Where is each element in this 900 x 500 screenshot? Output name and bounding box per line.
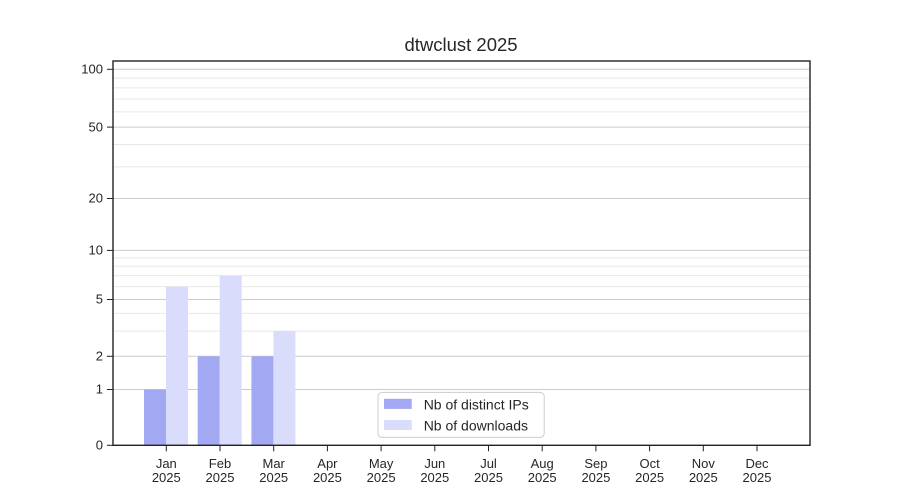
svg-text:Aug: Aug xyxy=(531,456,554,471)
svg-text:May: May xyxy=(369,456,394,471)
svg-text:2025: 2025 xyxy=(528,470,557,485)
svg-text:2025: 2025 xyxy=(743,470,772,485)
svg-text:2025: 2025 xyxy=(152,470,181,485)
svg-text:1: 1 xyxy=(96,382,103,397)
svg-text:Jan: Jan xyxy=(156,456,177,471)
svg-text:10: 10 xyxy=(89,243,103,258)
svg-text:2025: 2025 xyxy=(474,470,503,485)
svg-text:2025: 2025 xyxy=(313,470,342,485)
svg-text:2: 2 xyxy=(96,349,103,364)
svg-text:2025: 2025 xyxy=(635,470,664,485)
svg-text:50: 50 xyxy=(89,119,103,134)
svg-text:Mar: Mar xyxy=(263,456,286,471)
svg-text:20: 20 xyxy=(89,191,103,206)
svg-text:Sep: Sep xyxy=(584,456,607,471)
svg-text:Jun: Jun xyxy=(424,456,445,471)
svg-text:2025: 2025 xyxy=(259,470,288,485)
svg-text:2025: 2025 xyxy=(420,470,449,485)
svg-text:Nov: Nov xyxy=(692,456,716,471)
svg-text:2025: 2025 xyxy=(689,470,718,485)
svg-text:Nb of distinct IPs: Nb of distinct IPs xyxy=(424,396,529,412)
svg-text:2025: 2025 xyxy=(581,470,610,485)
svg-text:Oct: Oct xyxy=(639,456,660,471)
svg-text:Dec: Dec xyxy=(745,456,769,471)
svg-text:Feb: Feb xyxy=(209,456,231,471)
svg-text:0: 0 xyxy=(96,438,103,453)
svg-text:Apr: Apr xyxy=(317,456,338,471)
svg-text:Nb of downloads: Nb of downloads xyxy=(424,417,528,433)
svg-text:2025: 2025 xyxy=(367,470,396,485)
svg-text:Jul: Jul xyxy=(480,456,497,471)
svg-text:dtwclust 2025: dtwclust 2025 xyxy=(404,34,517,55)
svg-text:100: 100 xyxy=(81,62,103,77)
svg-text:2025: 2025 xyxy=(206,470,235,485)
svg-text:5: 5 xyxy=(96,292,103,307)
